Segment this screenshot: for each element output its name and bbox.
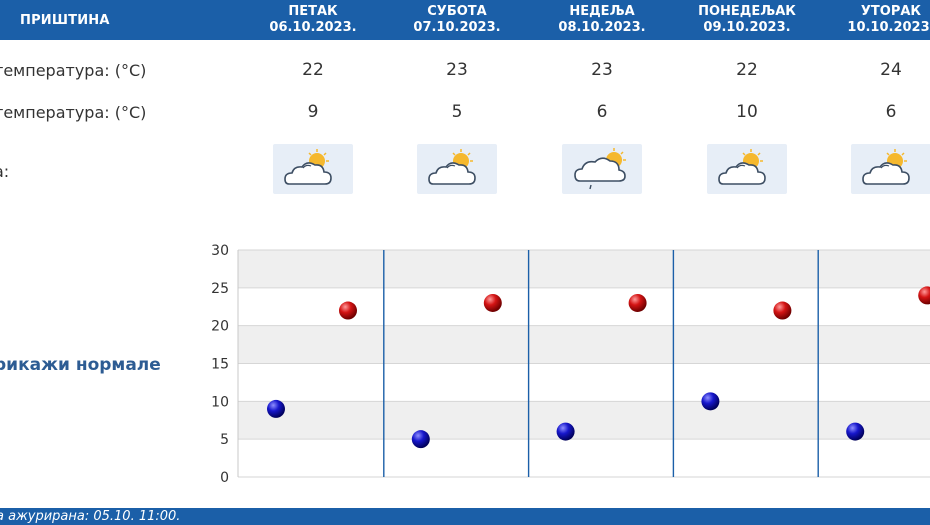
max-temp-4: 22 [736,60,758,80]
max-temp-2: 23 [446,60,468,80]
day-name: НЕДЕЉА [569,4,635,19]
day-name: ПЕТАК [288,4,338,19]
partly-cloudy-icon [417,144,497,194]
day-name: СУБОТА [427,4,487,19]
max-temp-point [339,301,357,320]
forecast-header: ПРИШТИНА ПЕТАК 06.10.2023. СУБОТА 07.10.… [0,0,930,40]
partly-cloudy-icon [707,144,787,194]
partly-cloudy-icon [851,144,930,194]
y-tick-label: 30 [211,243,229,259]
min-temp-point [701,392,720,411]
min-temp-4: 10 [736,102,758,122]
max-temp-3: 23 [591,60,613,80]
y-tick-label: 5 [220,432,229,448]
max-temp-point [483,293,502,312]
min-temp-5: 6 [885,102,897,122]
y-tick-label: 20 [211,319,229,335]
day-date: 09.10.2023. [703,20,791,35]
partly-cloudy-icon [273,144,353,194]
y-tick-label: 10 [211,394,229,410]
y-tick-label: 0 [220,470,229,485]
day-name: ПОНЕДЕЉАК [698,4,796,19]
show-normals-link[interactable]: рикажи нормале [0,355,161,375]
min-temp-label: температура: (°C) [0,103,147,122]
day-header-4: ПОНЕДЕЉАК 09.10.2023. [675,4,819,36]
y-tick-label: 15 [211,357,229,373]
weather-label: а: [0,162,10,181]
min-temp-point [411,430,430,449]
y-tick-label: 25 [211,281,229,297]
day-date: 08.10.2023. [558,20,646,35]
min-temp-point [267,399,285,418]
chart-band [238,325,930,364]
max-temp-label: температура: (°C) [0,61,147,80]
chart-band [238,439,930,477]
day-date: 07.10.2023. [413,20,501,35]
max-temp-point [773,301,792,320]
day-header-5: УТОРАК 10.10.2023. [819,4,930,36]
day-date: 10.10.2023. [847,20,930,35]
cloudy-light-rain-icon [562,144,642,194]
day-name: УТОРАК [860,4,922,19]
footer-bar: а ажурирана: 05.10. 11:00. [0,508,930,525]
min-temp-2: 5 [451,102,463,122]
day-header-1: ПЕТАК 06.10.2023. [241,4,385,36]
max-temp-5: 24 [880,60,902,80]
last-updated-text: а ажурирана: 05.10. 11:00. [0,509,181,524]
temperature-chart: 0 5 10 15 20 25 30 [211,243,930,485]
chart-band [238,401,930,440]
min-temp-point [846,422,865,441]
min-temp-point [556,422,575,441]
day-header-3: НЕДЕЉА 08.10.2023. [530,4,674,36]
min-temp-1: 9 [307,102,319,122]
max-temp-point [918,286,930,305]
chart-band [238,363,930,402]
max-temp-point [628,293,647,312]
day-date: 06.10.2023. [269,20,357,35]
max-temp-1: 22 [302,60,324,80]
city-name: ПРИШТИНА [20,13,110,28]
min-temp-3: 6 [596,102,608,122]
day-header-2: СУБОТА 07.10.2023. [385,4,529,36]
chart-band [238,250,930,288]
